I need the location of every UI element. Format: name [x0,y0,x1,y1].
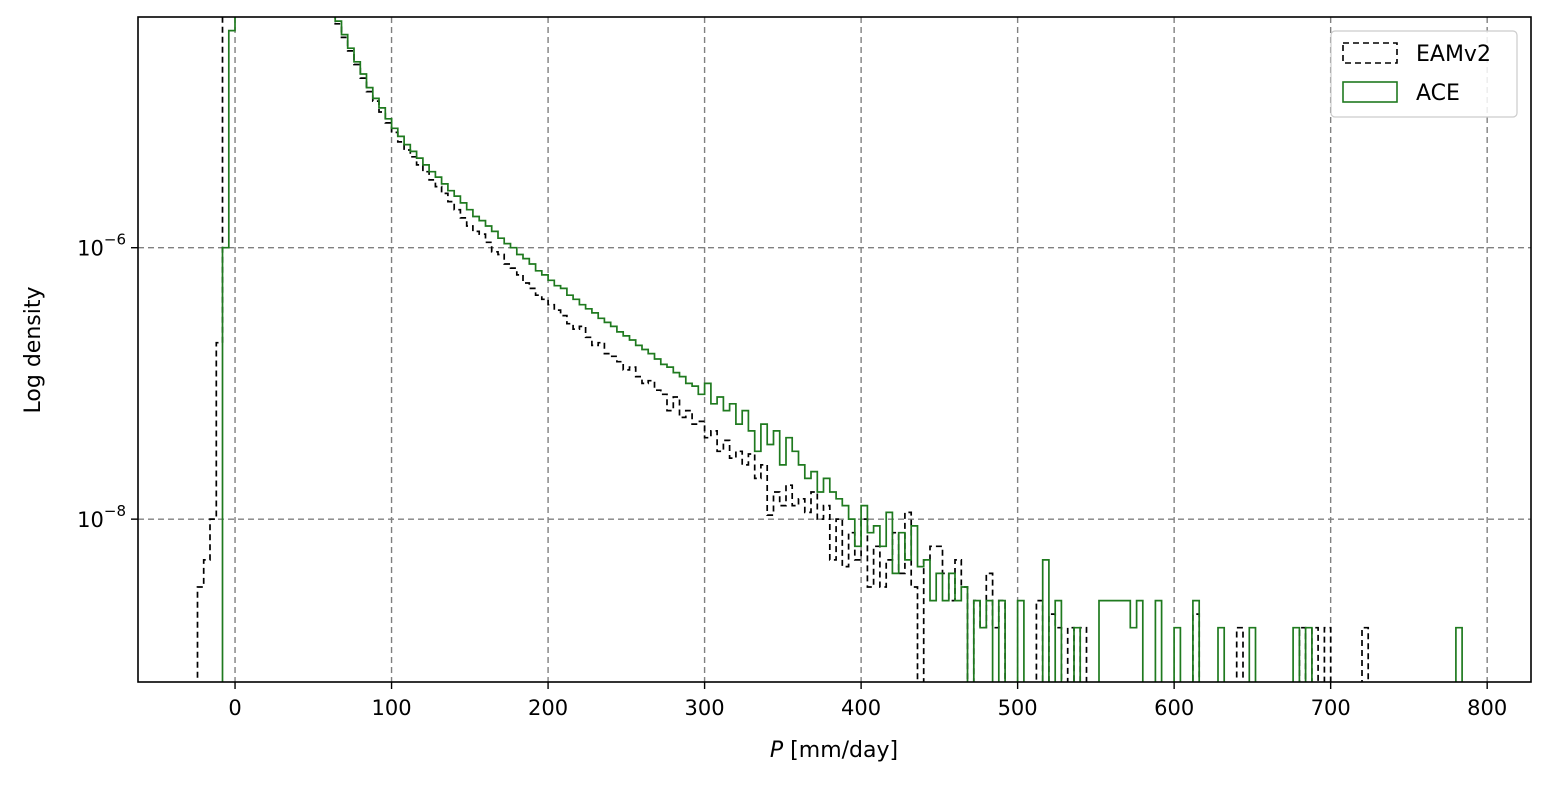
y-axis-ticks: 10−810−610−410−2 [77,231,138,532]
series-line-ace [221,17,1463,682]
grid [138,17,1531,682]
x-tick-label: 800 [1467,696,1507,720]
y-tick-label: 10−6 [77,231,126,261]
plot-series [196,17,1463,682]
x-tick-label: 400 [841,696,881,720]
plot-frame [137,16,1532,683]
legend-label-ace: ACE [1416,81,1460,106]
y-tick-label: 10−8 [77,502,126,532]
y-axis-label: Log density [21,287,46,414]
legend: EAMv2 ACE [1330,30,1518,118]
x-tick-label: 700 [1311,696,1351,720]
x-tick-label: 0 [228,696,241,720]
legend-box [1330,30,1518,118]
x-tick-label: 600 [1154,696,1194,720]
x-tick-label: 300 [685,696,725,720]
legend-swatch-ace [1342,81,1398,103]
x-tick-label: 100 [372,696,412,720]
legend-label-eamv2: EAMv2 [1416,42,1491,67]
x-tick-label: 200 [528,696,568,720]
x-tick-label: 500 [998,696,1038,720]
x-axis-ticks: 0 100 200 300 400 500 600 700 800 [228,682,1507,720]
x-axis-label: P [mm/day] [770,738,898,763]
legend-swatch-eamv2 [1342,42,1398,64]
